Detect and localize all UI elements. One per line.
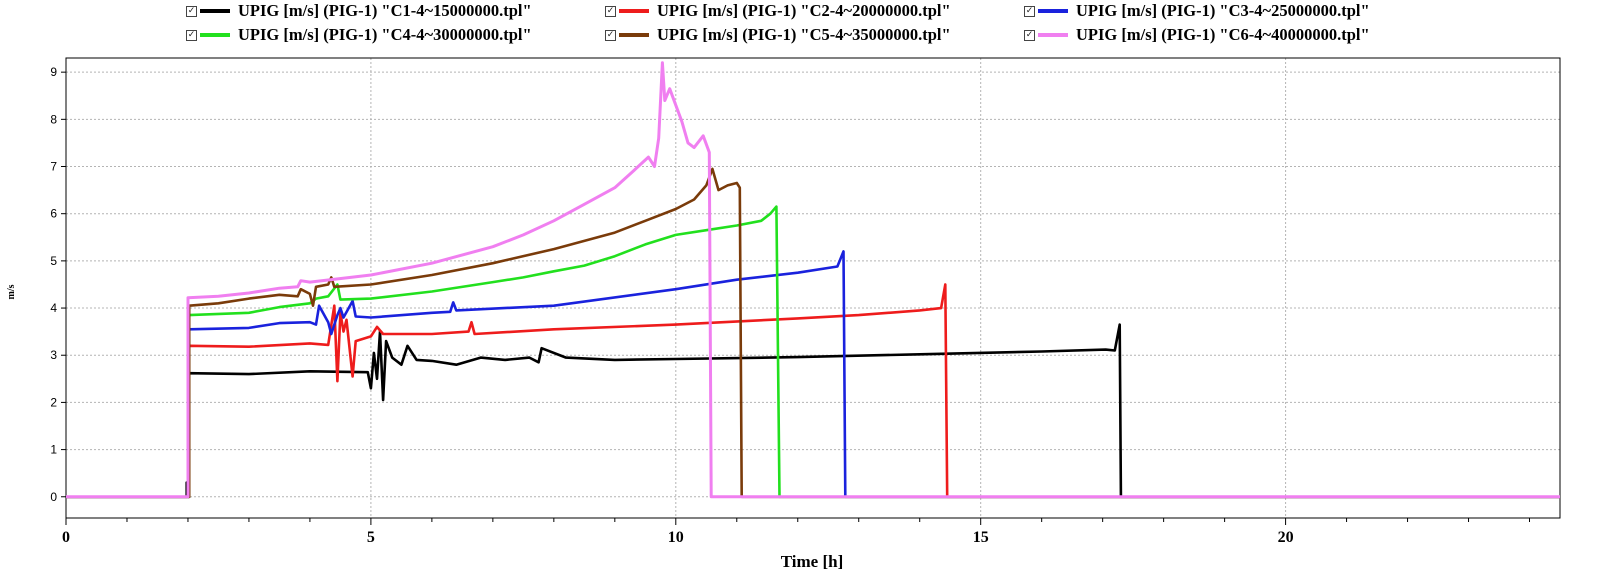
legend-item-2[interactable]: ✓ UPIG [m/s] (PIG-1) "C2-4~20000000.tpl": [605, 0, 951, 22]
legend-checkbox[interactable]: ✓: [1024, 5, 1035, 17]
x-tick-label: 5: [367, 529, 375, 546]
y-tick-label: 5: [50, 254, 57, 268]
series-line-3: [66, 250, 1560, 499]
y-axis-title: m/s: [6, 284, 17, 299]
legend-item-3[interactable]: ✓ UPIG [m/s] (PIG-1) "C3-4~25000000.tpl": [1024, 0, 1370, 22]
legend-item-6[interactable]: ✓ UPIG [m/s] (PIG-1) "C6-4~40000000.tpl": [1024, 24, 1370, 46]
legend-label: UPIG [m/s] (PIG-1) "C3-4~25000000.tpl": [1076, 1, 1370, 20]
series-line-2: [66, 283, 1560, 499]
legend-color-swatch: [1038, 9, 1068, 13]
legend-color-swatch: [1038, 33, 1068, 37]
legend-item-1[interactable]: ✓ UPIG [m/s] (PIG-1) "C1-4~15000000.tpl": [186, 0, 532, 22]
legend-color-swatch: [200, 9, 230, 13]
x-tick-label: 0: [62, 529, 70, 546]
legend-color-swatch: [200, 33, 230, 37]
series-line-6: [66, 61, 1560, 499]
y-tick-label: 9: [50, 65, 57, 79]
series-line-4: [66, 205, 1560, 499]
series-line-5: [66, 167, 1560, 499]
legend-checkbox[interactable]: ✓: [605, 5, 616, 17]
legend-label: UPIG [m/s] (PIG-1) "C2-4~20000000.tpl": [657, 1, 951, 20]
chart-legend: ✓ UPIG [m/s] (PIG-1) "C1-4~15000000.tpl" ✓…: [0, 0, 1600, 52]
legend-label: UPIG [m/s] (PIG-1) "C4-4~30000000.tpl": [238, 25, 532, 44]
y-tick-label: 1: [50, 443, 57, 457]
y-tick-label: 8: [50, 112, 57, 126]
series-line-1: [66, 323, 1560, 499]
legend-label: UPIG [m/s] (PIG-1) "C1-4~15000000.tpl": [238, 1, 532, 20]
legend-checkbox[interactable]: ✓: [186, 5, 197, 17]
legend-checkbox[interactable]: ✓: [605, 29, 616, 41]
legend-color-swatch: [619, 9, 649, 13]
y-tick-label: 3: [50, 348, 57, 362]
x-tick-label: 10: [668, 529, 684, 546]
series-layer: [66, 61, 1560, 499]
y-tick-label: 2: [50, 395, 57, 409]
legend-checkbox[interactable]: ✓: [186, 29, 197, 41]
y-tick-label: 6: [50, 207, 57, 221]
legend-label: UPIG [m/s] (PIG-1) "C6-4~40000000.tpl": [1076, 25, 1370, 44]
y-tick-label: 4: [50, 301, 57, 315]
x-tick-label: 20: [1278, 529, 1294, 546]
y-tick-label: 0: [50, 490, 57, 504]
plot-area-frame: [65, 57, 1561, 519]
legend-item-4[interactable]: ✓ UPIG [m/s] (PIG-1) "C4-4~30000000.tpl": [186, 24, 532, 46]
y-tick-label: 7: [50, 160, 57, 174]
legend-checkbox[interactable]: ✓: [1024, 29, 1035, 41]
legend-color-swatch: [619, 33, 649, 37]
legend-label: UPIG [m/s] (PIG-1) "C5-4~35000000.tpl": [657, 25, 951, 44]
axis-layer: 0 1 2 3 4 5 6 7 8 9 0 5 10 15 20: [50, 65, 1531, 546]
x-tick-label: 15: [973, 529, 989, 546]
legend-item-5[interactable]: ✓ UPIG [m/s] (PIG-1) "C5-4~35000000.tpl": [605, 24, 951, 46]
x-axis-title: Time [h]: [781, 552, 844, 571]
